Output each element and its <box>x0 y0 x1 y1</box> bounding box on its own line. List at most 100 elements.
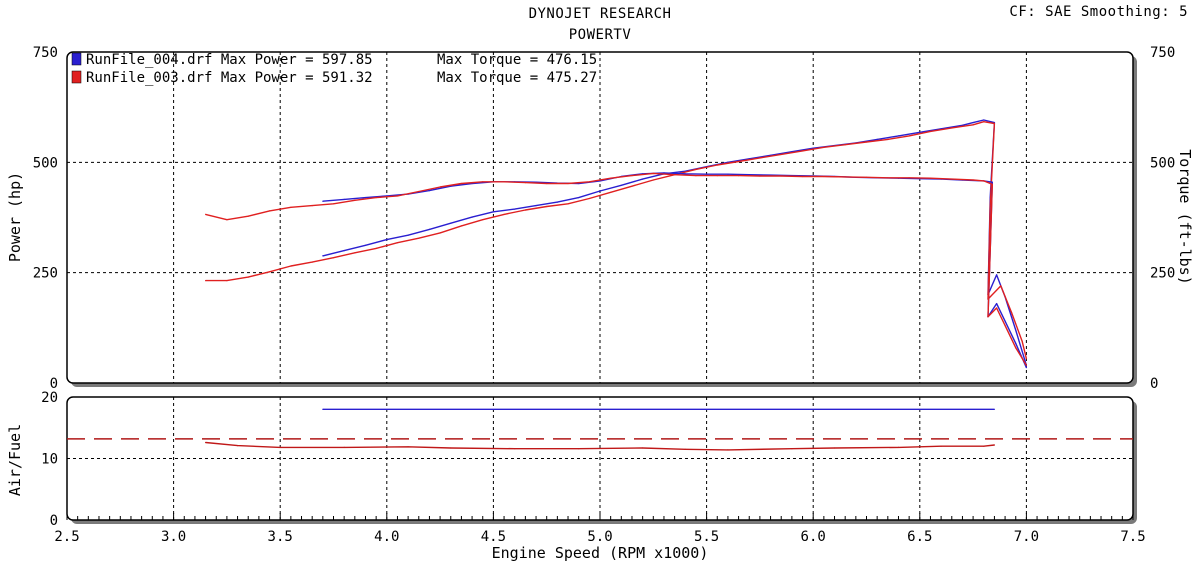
data-point <box>801 150 804 152</box>
data-point <box>1015 329 1017 331</box>
data-point <box>780 175 782 177</box>
data-point <box>407 446 409 448</box>
data-point <box>311 261 313 263</box>
y-right-tick-label: 250 <box>1150 266 1175 282</box>
data-point <box>993 444 996 446</box>
data-point <box>674 174 676 176</box>
data-point <box>524 182 527 184</box>
data-point <box>833 447 836 449</box>
data-point <box>450 447 452 449</box>
y-tick-label: 0 <box>50 513 58 529</box>
data-point <box>247 276 249 278</box>
data-point <box>996 303 998 305</box>
data-point <box>684 448 686 450</box>
data-point <box>418 237 420 239</box>
data-point <box>991 183 993 185</box>
data-point <box>428 190 430 192</box>
legend: RunFile_004.drf Max Power = 597.85 Max To… <box>71 52 597 86</box>
data-point <box>567 203 569 205</box>
y-right-tick-label: 500 <box>1150 155 1175 171</box>
data-point <box>247 215 249 217</box>
data-point <box>993 408 996 410</box>
data-point <box>386 239 388 241</box>
correction-factor-info: CF: SAE Smoothing: 5 <box>1009 4 1188 20</box>
data-point <box>237 445 239 447</box>
legend-torque-text: Max Torque = 476.15 <box>437 52 597 68</box>
data-point <box>823 146 825 148</box>
data-point <box>578 197 580 199</box>
y-tick-label: 750 <box>33 45 58 61</box>
x-tick-label: 2.5 <box>54 529 79 545</box>
data-point <box>823 175 825 178</box>
data-point <box>1025 364 1027 366</box>
data-point <box>439 186 441 188</box>
data-point <box>996 274 998 276</box>
data-point <box>546 205 548 208</box>
legend-swatch <box>71 52 82 66</box>
y-right-tick-label: 0 <box>1150 376 1158 392</box>
data-point <box>738 160 740 163</box>
data-point <box>588 197 590 200</box>
y-right-tick-label: 750 <box>1150 45 1175 61</box>
data-point <box>983 445 985 447</box>
data-point <box>983 121 985 123</box>
data-point <box>322 200 324 202</box>
data-point <box>983 119 985 121</box>
x-tick-label: 6.0 <box>801 529 826 545</box>
data-point <box>652 179 654 181</box>
power-panel: 0 250 500 750 0 250 500 750 Power (hp) Torque (ft… <box>6 45 1194 392</box>
data-point <box>279 446 281 448</box>
data-point <box>738 175 740 177</box>
data-point <box>418 190 420 193</box>
data-point <box>951 178 953 180</box>
data-point <box>482 181 484 183</box>
data-point <box>759 175 761 177</box>
data-point <box>268 210 271 212</box>
data-point <box>993 122 996 125</box>
data-point <box>887 138 889 140</box>
data-point <box>492 211 494 213</box>
x-tick-label: 4.5 <box>481 529 506 545</box>
data-point <box>311 205 313 207</box>
data-point <box>652 172 654 174</box>
data-point <box>290 206 292 208</box>
chart-subtitle: POWERTV <box>568 27 632 43</box>
data-point <box>727 173 729 175</box>
data-point <box>205 441 207 444</box>
data-point <box>610 191 612 193</box>
data-point <box>588 181 590 183</box>
data-point <box>876 138 878 140</box>
data-point <box>322 408 324 410</box>
data-point <box>450 222 452 224</box>
data-point <box>983 180 985 182</box>
data-point <box>1000 285 1002 287</box>
data-point <box>332 257 335 259</box>
data-point <box>343 250 345 252</box>
data-point <box>610 177 612 179</box>
data-point <box>343 198 345 200</box>
data-point <box>503 181 505 183</box>
data-point <box>940 445 942 447</box>
data-point <box>290 265 292 267</box>
data-point <box>987 316 989 318</box>
data-point <box>268 271 271 273</box>
data-point <box>865 141 868 143</box>
data-point <box>865 176 868 178</box>
y-tick-label: 250 <box>33 266 58 282</box>
data-point <box>759 157 761 159</box>
data-point <box>482 219 484 221</box>
data-point <box>578 448 580 450</box>
data-point <box>897 446 900 448</box>
data-point <box>929 130 932 132</box>
data-point <box>407 234 409 236</box>
data-point <box>205 213 207 215</box>
legend-text: RunFile_003.drf Max Power = 591.32 <box>86 70 373 86</box>
y-axis-label-power: Power (hp) <box>6 172 24 262</box>
data-point <box>908 177 910 179</box>
data-point <box>780 153 782 155</box>
data-point <box>226 219 228 221</box>
data-point <box>1004 325 1006 327</box>
data-point <box>642 178 644 180</box>
data-point <box>428 228 430 230</box>
